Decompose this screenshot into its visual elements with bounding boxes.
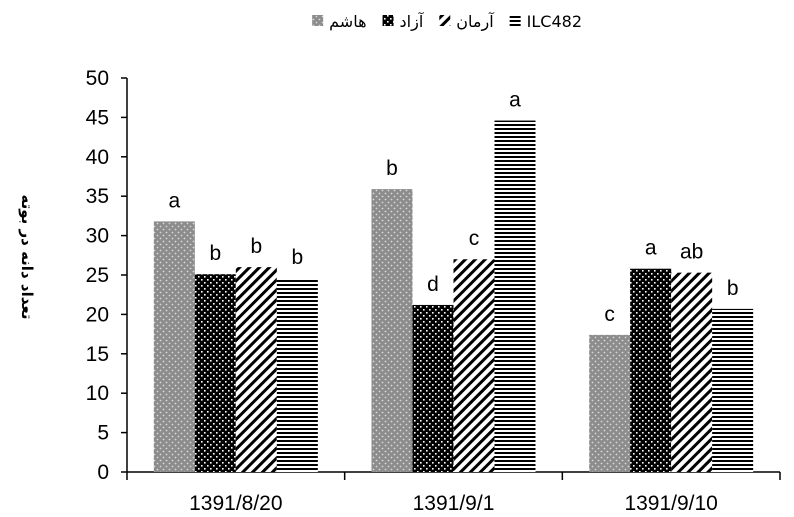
y-tick-label: 15 <box>86 343 109 366</box>
legend-swatch <box>312 15 324 26</box>
significance-label: c <box>604 303 615 326</box>
bar-3-0 <box>276 278 318 472</box>
significance-label: b <box>209 242 221 265</box>
legend-item-1: آزاد <box>382 12 425 32</box>
y-tick-label: 20 <box>86 303 109 326</box>
significance-label: c <box>469 227 480 250</box>
significance-label: b <box>727 277 739 300</box>
y-tick-label: 5 <box>97 422 109 445</box>
x-tick-label: 1391/9/10 <box>624 492 717 515</box>
legend-swatch <box>382 15 394 26</box>
x-axis: 1391/8/20 1391/9/1 1391/9/10 <box>126 471 781 515</box>
chart-legend: ILC482 آرمان آزاد هاشم <box>312 12 582 32</box>
legend-label: آزاد <box>400 12 425 32</box>
y-axis-label: تعداد دانه در بوته <box>18 195 36 320</box>
legend-swatch <box>509 15 521 26</box>
bar-1-1 <box>412 304 454 472</box>
significance-label: ab <box>680 241 703 264</box>
bar-0-2 <box>589 334 631 472</box>
bar-2-1 <box>453 259 495 472</box>
legend-label: هاشم <box>329 12 366 31</box>
significance-label: b <box>291 246 303 269</box>
legend-item-2: آرمان <box>439 12 495 32</box>
bar-2-0 <box>235 267 277 472</box>
significance-label: b <box>250 235 262 258</box>
legend-label: ILC482 <box>527 12 582 31</box>
bar-3-1 <box>494 120 536 472</box>
significance-label: a <box>168 189 180 212</box>
x-tick-label: 1391/9/1 <box>413 492 495 515</box>
y-tick-label: 40 <box>86 146 109 169</box>
significance-label: a <box>645 237 657 260</box>
significance-label: d <box>427 273 439 296</box>
y-tick-label: 25 <box>86 264 109 287</box>
y-tick-label: 50 <box>86 67 109 90</box>
y-tick-label: 30 <box>86 225 109 248</box>
legend-item-0: هاشم <box>312 12 367 31</box>
y-tick-label: 35 <box>86 185 109 208</box>
bar-1-2 <box>630 268 672 472</box>
significance-label: a <box>509 89 521 112</box>
y-tick-label: 45 <box>86 106 109 129</box>
x-tick-label: 1391/8/20 <box>189 492 282 515</box>
bar-1-0 <box>194 274 236 472</box>
legend-item-3: ILC482 <box>509 12 582 31</box>
y-tick-label: 0 <box>97 461 109 484</box>
legend-swatch <box>439 15 451 26</box>
bar-2-2 <box>671 272 713 472</box>
bars <box>153 120 754 472</box>
bar-0-1 <box>371 189 413 472</box>
significance-label: b <box>386 157 398 180</box>
bar-0-0 <box>153 221 195 472</box>
y-axis: 0 5 10 15 20 25 30 35 40 45 50 <box>86 67 128 484</box>
legend-label: آرمان <box>456 12 495 32</box>
bar-3-2 <box>712 308 754 472</box>
y-tick-label: 10 <box>86 382 109 405</box>
